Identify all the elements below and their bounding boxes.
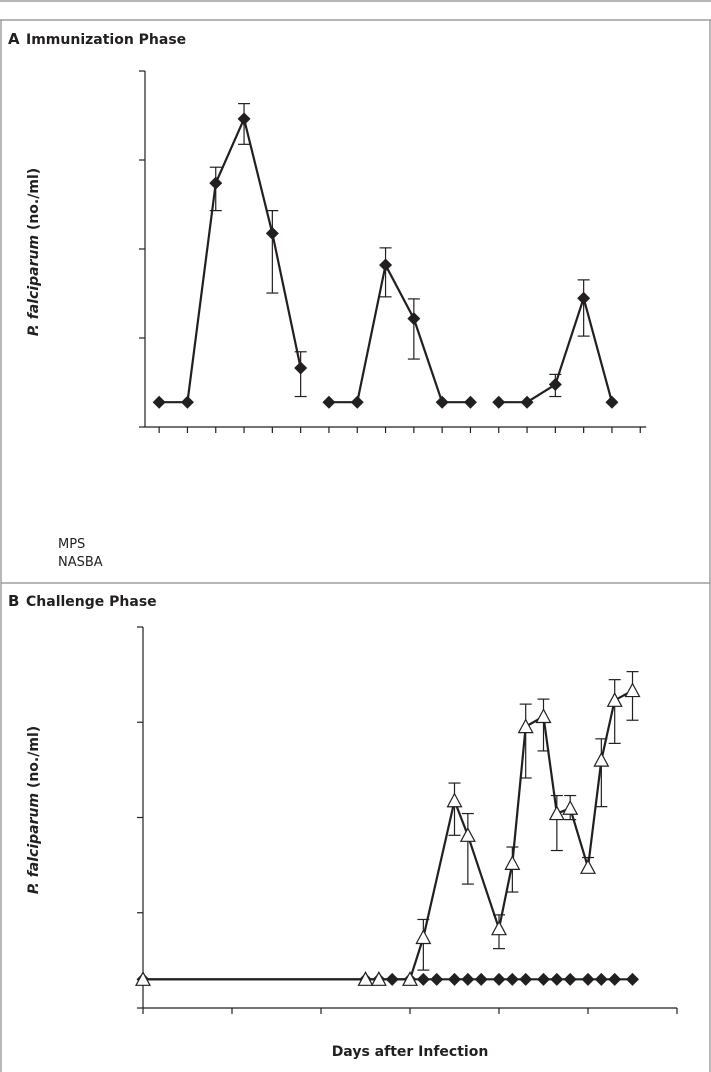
panel-a-point <box>577 291 591 305</box>
panel-a-point <box>294 361 308 375</box>
panel-a-title: Immunization Phase <box>26 32 186 48</box>
panel-a-point <box>492 395 506 409</box>
vaccine-point <box>550 972 564 986</box>
vaccine-point <box>608 972 622 986</box>
panel-a-point <box>209 176 223 190</box>
panel-a-plot <box>139 70 647 433</box>
control-error-bar <box>461 812 474 885</box>
panel-b-title: Challenge Phase <box>26 594 157 610</box>
panel-b-ylabel-italic: P. falciparum <box>26 793 42 894</box>
panel-b-letter: B <box>8 592 19 610</box>
panel-a-point <box>548 378 562 392</box>
control-point <box>593 751 610 767</box>
control-point <box>357 971 374 986</box>
vaccine-point <box>505 972 519 986</box>
vaccine-point <box>537 972 550 986</box>
panel-a-point <box>407 312 421 326</box>
vaccine-point <box>581 972 595 986</box>
panel-a-phase-1-line <box>159 117 302 404</box>
control-point <box>535 708 552 724</box>
vaccine-point <box>416 972 430 986</box>
vaccine-point <box>430 972 444 986</box>
control-point <box>370 971 387 986</box>
panel-a-point <box>180 395 194 409</box>
panel-a-error-bar <box>379 247 392 298</box>
panel-a-point <box>463 395 477 409</box>
panel-a-error-bar <box>407 298 420 360</box>
panel-b-ylabel: P. falciparum (no./ml) <box>26 726 42 894</box>
control-point <box>548 805 565 821</box>
control-point <box>134 971 152 986</box>
control-point <box>415 929 432 945</box>
vaccine-point <box>448 972 461 986</box>
control-error-bar <box>448 782 461 836</box>
panel-b-ylabel-unit: (no./ml) <box>26 726 42 788</box>
panel-a-point <box>152 395 166 409</box>
panel-b-plot <box>134 626 678 1014</box>
panel-a-point <box>322 395 336 409</box>
control-error-bar <box>595 738 608 808</box>
control-point <box>459 827 476 842</box>
control-point <box>624 682 641 698</box>
control-point <box>606 692 623 707</box>
panel-a-letter: A <box>8 30 20 48</box>
control-error-bar <box>519 703 532 779</box>
panel-a-point <box>520 395 534 409</box>
vaccine-point <box>563 972 577 986</box>
vaccine-point <box>519 972 533 986</box>
panel-a-phase-2-line <box>328 263 471 404</box>
panel-a-error-bar <box>577 279 590 337</box>
panel-a-error-bar <box>266 210 279 294</box>
control-line <box>143 689 634 981</box>
control-error-bar <box>550 794 563 852</box>
control-error-bar <box>537 698 550 752</box>
control-point <box>446 792 463 808</box>
vaccine-point <box>461 972 475 986</box>
control-point <box>490 920 508 936</box>
panel-a-point <box>379 258 393 272</box>
control-point <box>401 971 419 986</box>
panel-a-ylabel-unit: (no./ml) <box>26 168 42 230</box>
panel-a-point <box>605 395 619 409</box>
control-point <box>562 800 579 815</box>
vaccine-point <box>594 972 608 986</box>
control-point <box>579 859 597 874</box>
vaccine-point <box>385 972 399 986</box>
panel-a-point <box>265 226 279 240</box>
control-point <box>517 718 534 734</box>
vaccine-point <box>492 972 506 986</box>
control-point <box>504 855 521 870</box>
control-error-bar <box>417 918 430 971</box>
panel-a-point <box>237 112 251 126</box>
panel-a-point <box>435 395 449 409</box>
panel-a-ylabel: P. falciparum (no./ml) <box>26 168 42 336</box>
panel-a-ylabel-italic: P. falciparum <box>26 235 42 336</box>
control-error-bar <box>608 679 621 744</box>
panel-a-point <box>350 395 364 409</box>
panel-b-xlabel: Days after Infection <box>332 1044 489 1060</box>
vaccine-point <box>474 972 488 986</box>
vaccine-point <box>626 972 639 986</box>
row-label-mps: MPS <box>58 537 85 552</box>
row-label-nasba: NASBA <box>58 555 103 570</box>
